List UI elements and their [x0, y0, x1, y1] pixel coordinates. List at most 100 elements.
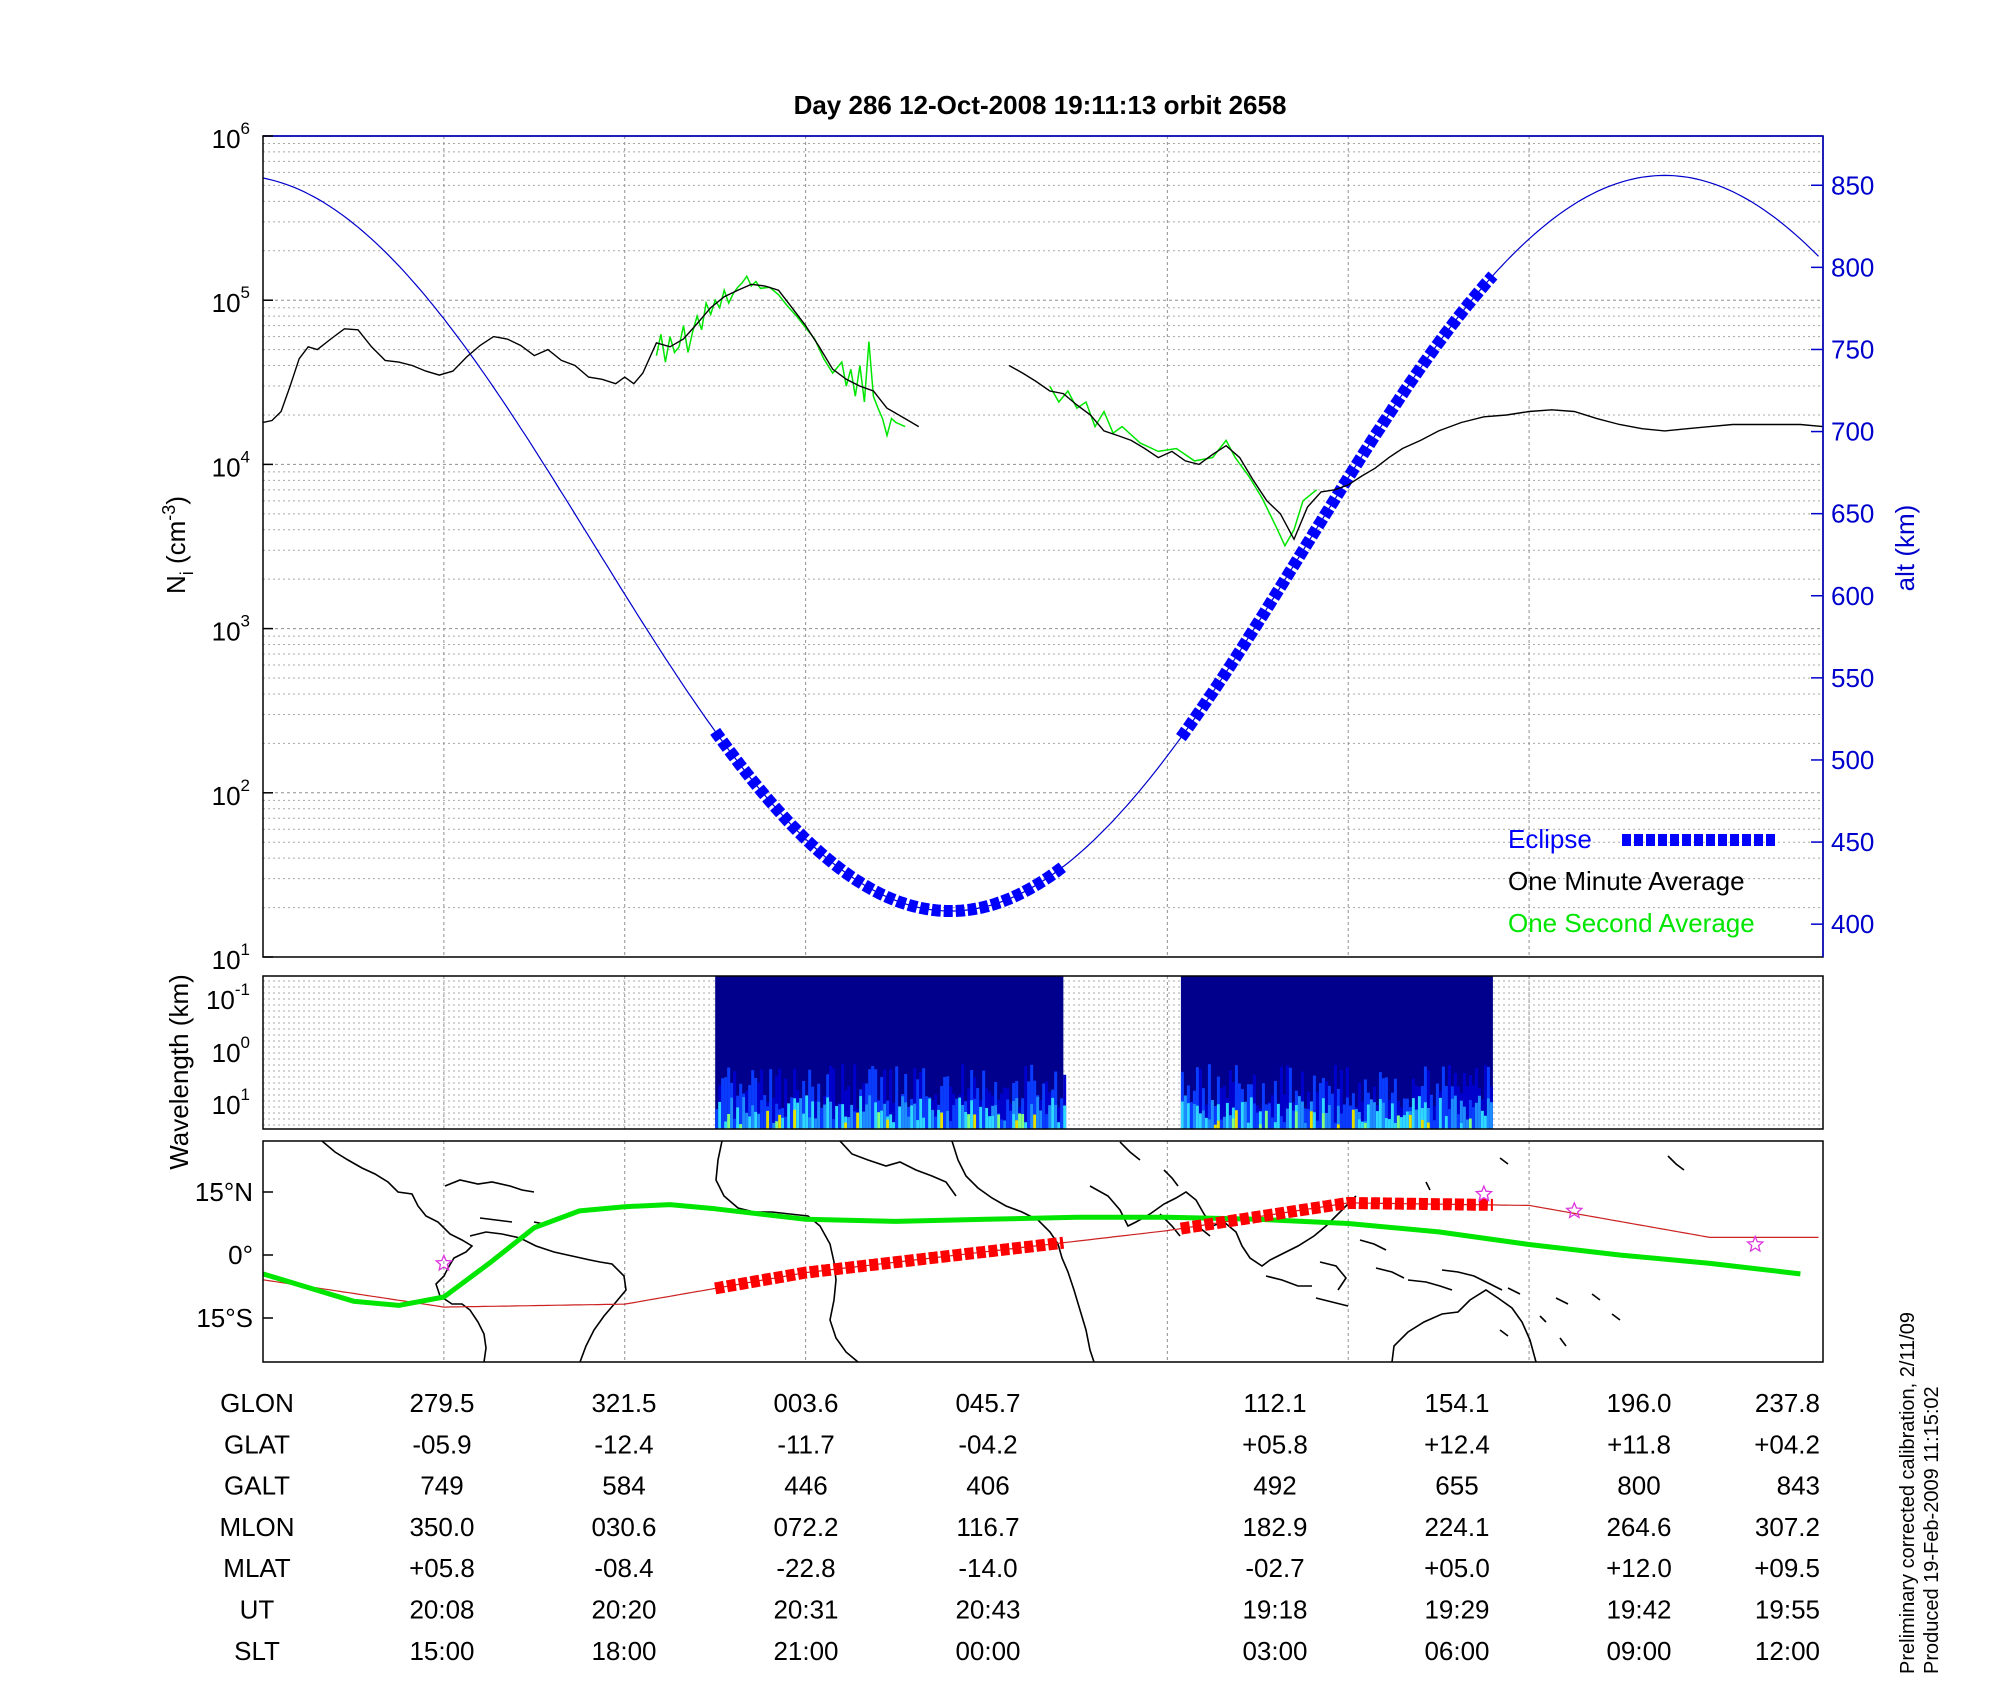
ylabel-unit: (cm: [161, 521, 191, 572]
legend-second-label: One Second Average: [1508, 908, 1755, 938]
coastline-arabia-india: [1089, 1141, 1213, 1228]
spectrogram-column: [1276, 1103, 1280, 1129]
table-cell: 116.7: [956, 1512, 1019, 1542]
table-cell: +12.4: [1424, 1429, 1490, 1459]
coastline-indonesia: [1265, 1239, 1453, 1307]
spectrogram-column: [1384, 1077, 1388, 1129]
spectrogram-column: [1417, 1096, 1421, 1129]
spectrogram-column: [982, 1100, 986, 1129]
table-cell: +09.5: [1754, 1553, 1820, 1583]
spectrogram-column: [775, 1075, 779, 1129]
spectrogram-column: [808, 1117, 812, 1129]
spectrogram-column: [1396, 1115, 1400, 1129]
table-cell: 09:00: [1606, 1636, 1671, 1666]
spectrogram-column: [1441, 1099, 1445, 1129]
orbit-table: GLON 279.5 321.5 003.6 045.7 112.1 154.1 196.0 2…: [219, 1388, 1820, 1666]
spectrogram-column: [1021, 1114, 1025, 1129]
spectrogram-column: [1207, 1064, 1211, 1129]
table-cell: +12.0: [1606, 1553, 1672, 1583]
spectrogram-column: [1279, 1066, 1283, 1129]
spectrogram-column: [1333, 1064, 1337, 1129]
minute-average-line: [1008, 364, 1823, 541]
spectrogram-column: [1252, 1075, 1256, 1129]
spectrogram-column: [724, 1121, 728, 1129]
spectrogram-column: [949, 1086, 953, 1129]
spectrogram-column: [1471, 1084, 1475, 1129]
table-cell: -04.2: [958, 1429, 1017, 1459]
table-cell: 843: [1777, 1471, 1820, 1501]
spectrogram-column: [748, 1085, 752, 1129]
spectrogram-column: [889, 1069, 893, 1129]
spectrogram-column: [1489, 1102, 1493, 1129]
spectrogram-column: [880, 1110, 884, 1129]
table-cell: 406: [966, 1471, 1009, 1501]
spectrogram-column: [1186, 1103, 1190, 1129]
map-plot: [263, 1184, 1819, 1308]
map-y-tick-label: 15°N: [195, 1177, 253, 1207]
density-y-axis-label: Ni (cm-3): [159, 496, 197, 594]
spectrogram-column: [1465, 1086, 1469, 1129]
spectrogram-column: [1015, 1120, 1019, 1129]
table-cell: 321.5: [591, 1388, 656, 1418]
spectrogram-column: [841, 1104, 845, 1129]
spectrogram-column: [802, 1081, 806, 1129]
spectrogram-column: [742, 1097, 746, 1129]
spectrogram-column: [985, 1107, 989, 1129]
coastline-europe: [839, 1141, 957, 1197]
table-cell: 279.5: [409, 1388, 474, 1418]
table-cell: 045.7: [955, 1388, 1020, 1418]
spectrogram-column: [1294, 1111, 1298, 1129]
spectrogram-column: [1180, 1101, 1184, 1129]
second-average-line: [1049, 385, 1318, 548]
spectrogram-column: [973, 1098, 977, 1129]
spectrogram-column: [964, 1111, 968, 1129]
table-cell: -08.4: [594, 1553, 653, 1583]
spectrogram-column: [847, 1117, 851, 1129]
table-row-label: SLT: [234, 1636, 280, 1666]
spectrogram-column: [727, 1067, 731, 1129]
spectrogram-column: [793, 1109, 797, 1129]
spectrogram-column: [1432, 1120, 1436, 1129]
table-cell: 20:43: [955, 1595, 1020, 1625]
spectrogram-column: [1219, 1119, 1223, 1129]
spectrogram-column: [766, 1110, 770, 1129]
spectrogram-column: [1183, 1095, 1187, 1129]
spectrogram-column: [916, 1120, 920, 1129]
spectrogram-column: [1003, 1120, 1007, 1129]
map-y-tick-label: 0°: [228, 1240, 253, 1270]
spectrogram-column: [763, 1095, 767, 1129]
chart-title: Day 286 12-Oct-2008 19:11:13 orbit 2658: [794, 90, 1287, 120]
spectrogram-column: [1336, 1124, 1340, 1129]
spectrogram-column: [1426, 1107, 1430, 1129]
spectrogram-column: [961, 1105, 965, 1129]
spectrogram-column: [1312, 1075, 1316, 1129]
table-cell: 18:00: [591, 1636, 656, 1666]
spectrogram-column: [1222, 1085, 1226, 1129]
spectrogram-column: [760, 1100, 764, 1129]
spectrogram-column: [1387, 1099, 1391, 1129]
spectrogram-column: [1246, 1084, 1250, 1129]
spectrogram-column: [940, 1086, 944, 1129]
spectrogram-column: [1003, 1087, 1007, 1129]
spectrogram-column: [1375, 1111, 1379, 1129]
spectrogram-column: [1195, 1105, 1199, 1129]
spectrogram-column: [940, 1112, 944, 1129]
spectrogram-column: [1480, 1110, 1484, 1129]
spectrogram-column: [865, 1104, 869, 1129]
table-cell: 154.1: [1424, 1388, 1489, 1418]
table-cell: 655: [1435, 1471, 1478, 1501]
spectrogram-column: [868, 1095, 872, 1129]
spectrogram-column: [1033, 1080, 1037, 1129]
spectrogram-column: [922, 1068, 926, 1129]
spectrogram-column: [844, 1122, 848, 1129]
table-cell: 584: [602, 1471, 645, 1501]
spectrogram-column: [889, 1114, 893, 1129]
spectrogram-column: [745, 1090, 749, 1129]
spectrogram-column: [1258, 1124, 1262, 1129]
spectrogram-column: [1363, 1079, 1367, 1129]
ylabel-subscript: i: [177, 571, 197, 575]
spectrogram-column: [877, 1112, 881, 1129]
spectrogram-column: [781, 1117, 785, 1129]
spectrogram-column: [1423, 1102, 1427, 1129]
spectrogram-column: [1231, 1107, 1235, 1129]
